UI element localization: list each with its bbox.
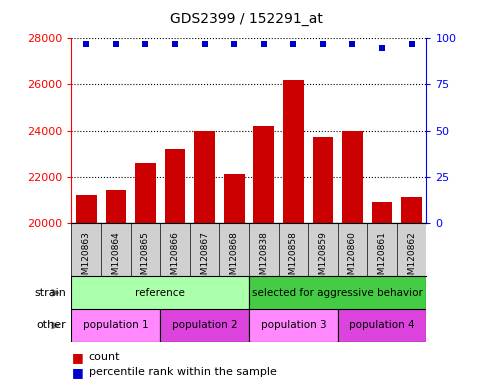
Text: GSM120864: GSM120864 [111,231,120,286]
Bar [165,149,185,223]
Bar [76,195,97,223]
Bar [135,163,156,223]
Bar [253,126,274,223]
Text: GSM120867: GSM120867 [200,231,209,286]
Bar [224,174,245,223]
Text: ■: ■ [71,351,83,364]
Text: GSM120865: GSM120865 [141,231,150,286]
Text: population 1: population 1 [83,320,149,331]
Bar [313,137,333,223]
Bar [249,309,338,342]
Text: strain: strain [35,288,67,298]
Text: GDS2399 / 152291_at: GDS2399 / 152291_at [170,12,323,26]
Text: population 4: population 4 [349,320,415,331]
Bar [338,309,426,342]
Bar [106,190,126,223]
Text: GSM120861: GSM120861 [378,231,387,286]
Text: population 3: population 3 [260,320,326,331]
Text: ■: ■ [71,366,83,379]
Text: GSM120859: GSM120859 [318,231,327,286]
Text: reference: reference [135,288,185,298]
Text: population 2: population 2 [172,320,238,331]
Text: GSM120860: GSM120860 [348,231,357,286]
Text: GSM120862: GSM120862 [407,231,416,286]
Text: GSM120858: GSM120858 [289,231,298,286]
Text: GSM120838: GSM120838 [259,231,268,286]
Text: GSM120866: GSM120866 [171,231,179,286]
Bar [194,131,215,223]
Bar [160,309,249,342]
Text: selected for aggressive behavior: selected for aggressive behavior [252,288,423,298]
Text: count: count [89,352,120,362]
Text: other: other [37,320,67,331]
Bar [372,202,392,223]
Bar [249,276,426,309]
Text: percentile rank within the sample: percentile rank within the sample [89,367,277,377]
Text: GSM120863: GSM120863 [82,231,91,286]
Bar [71,276,249,309]
Bar [401,197,422,223]
Bar [342,131,363,223]
Text: GSM120868: GSM120868 [230,231,239,286]
Bar [71,309,160,342]
Bar [283,80,304,223]
